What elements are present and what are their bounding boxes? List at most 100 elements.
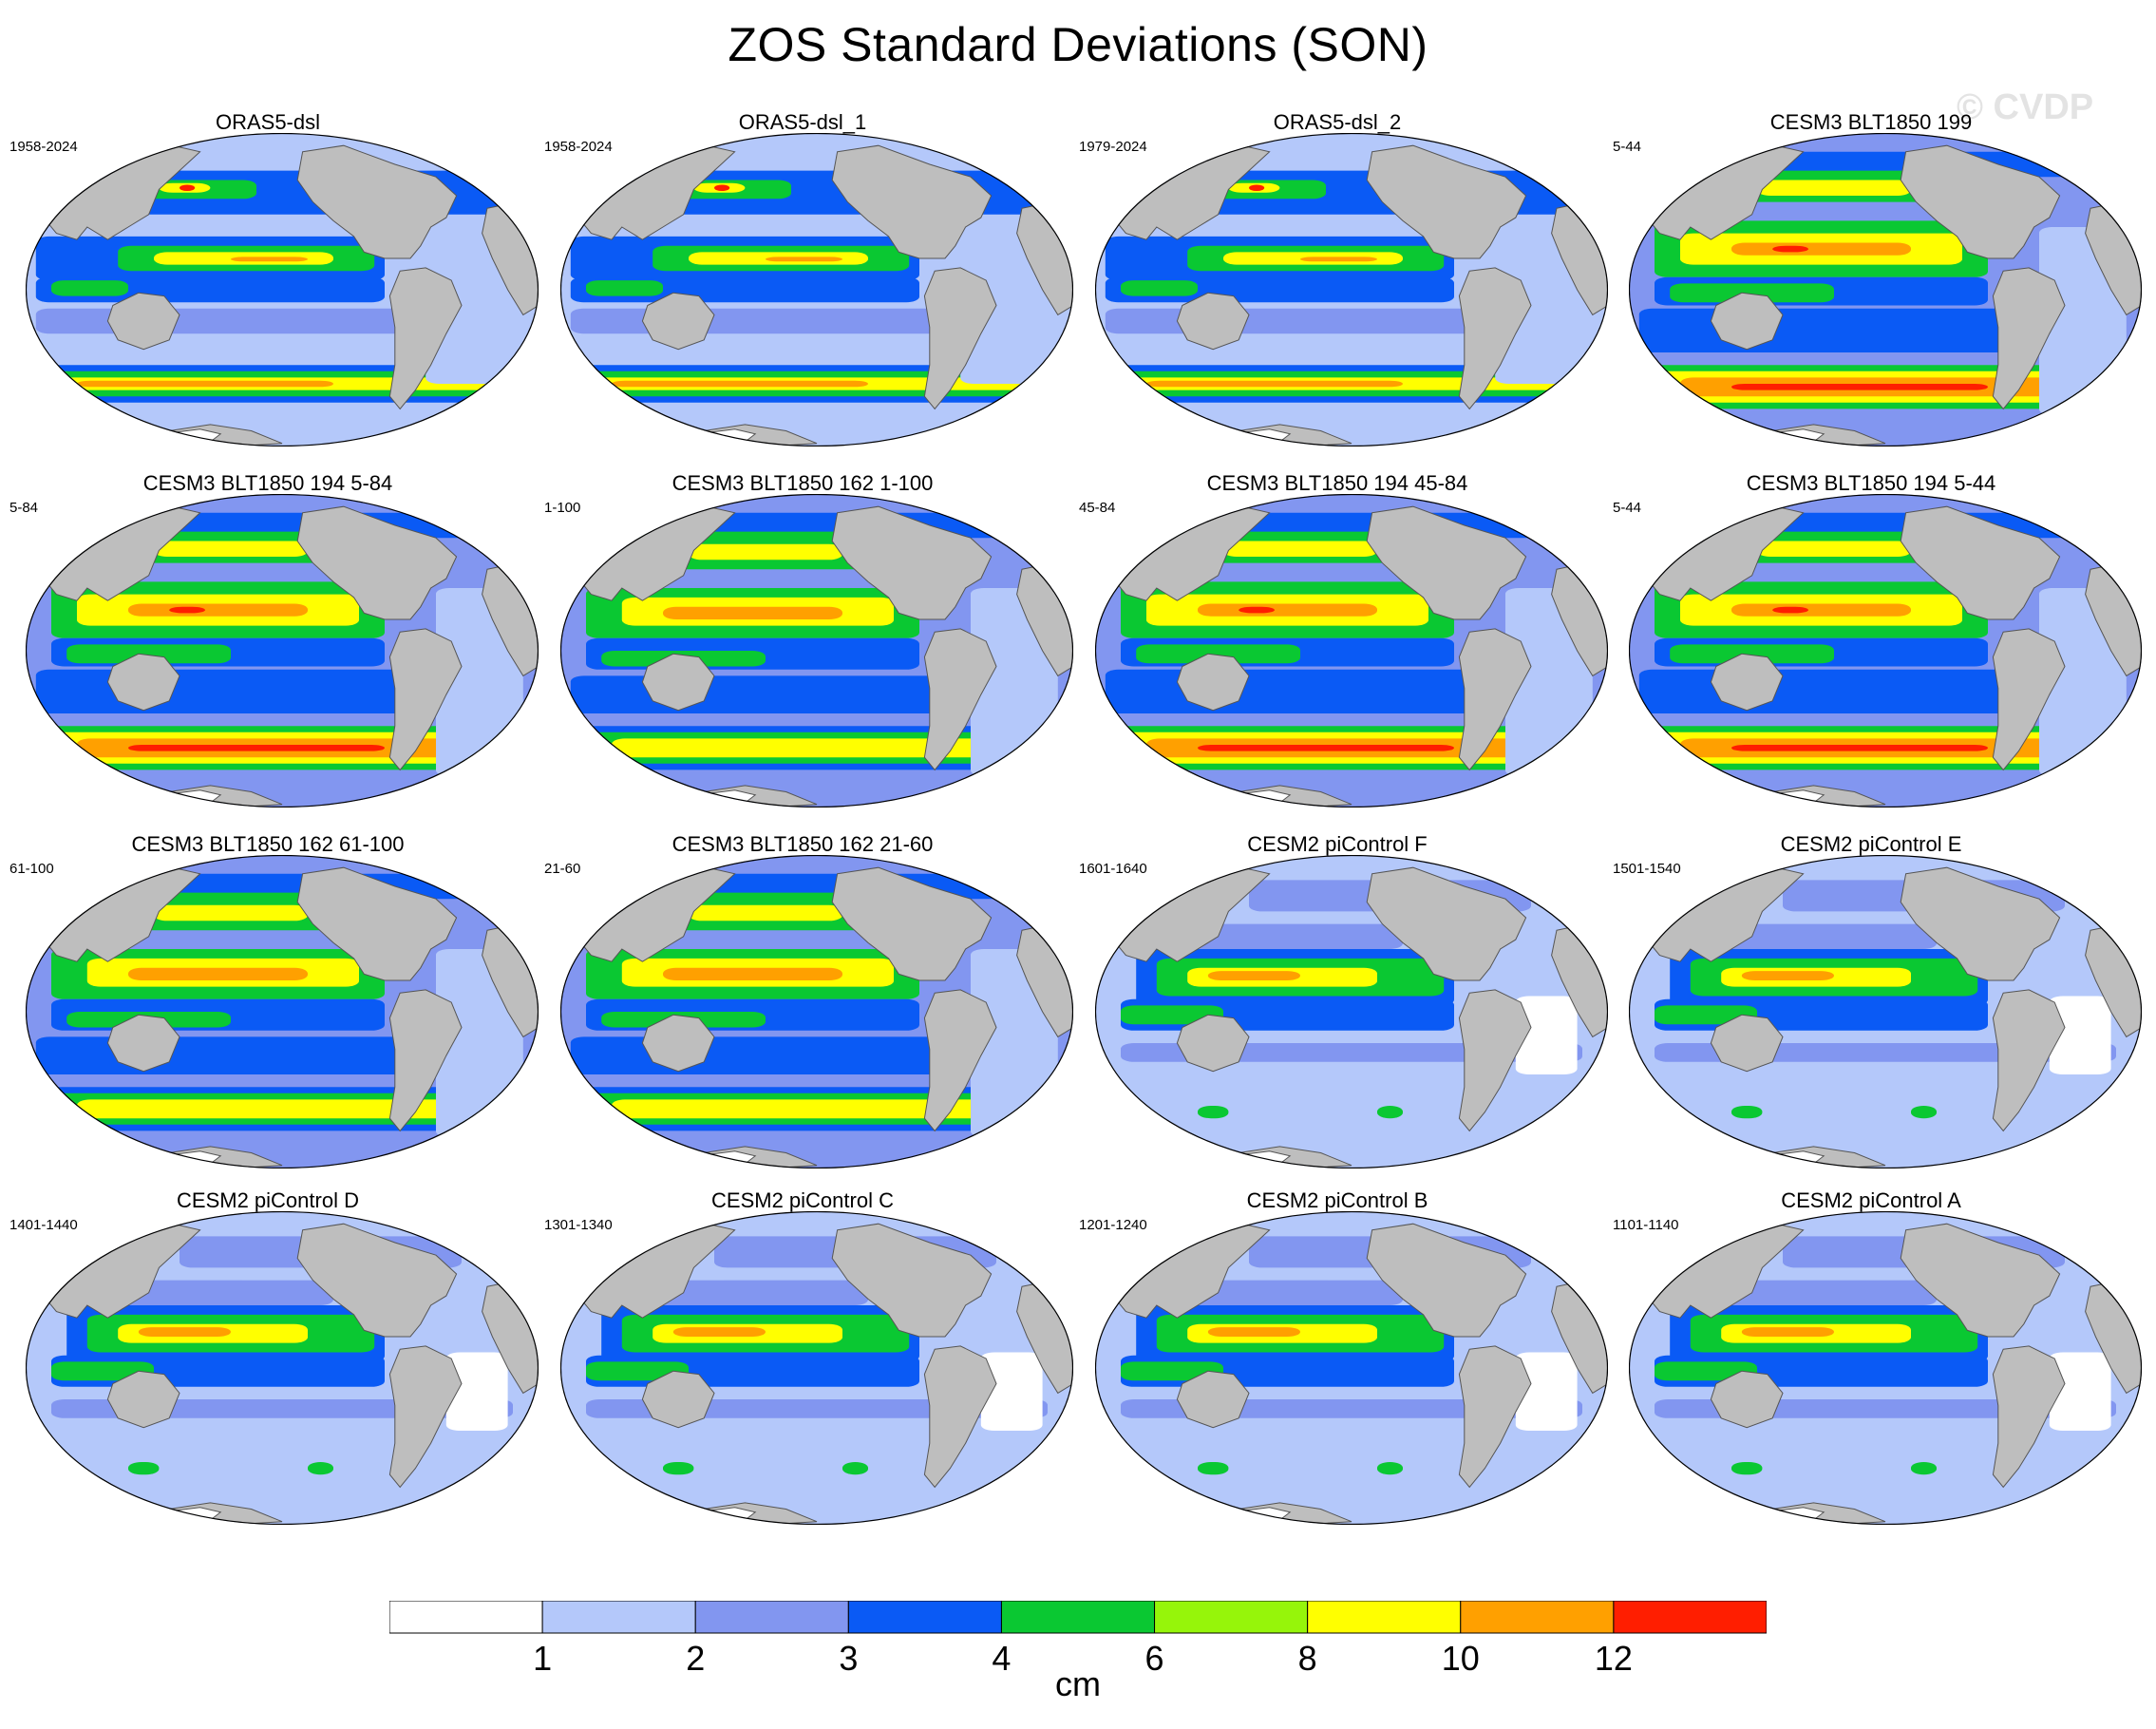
panel-year-range: 1201-1240 [1079,1217,1147,1233]
zos-band [1515,1352,1578,1431]
map-border [560,855,1073,1168]
zos-band [1207,1327,1300,1337]
colorbar-swatch [1000,1601,1156,1634]
land-australia [641,1014,715,1073]
panel-year-range: 21-60 [544,861,581,877]
land-americas [296,505,458,620]
land-americas [831,505,993,620]
zos-band [1223,541,1377,557]
panel-year-range: 1101-1140 [1613,1217,1679,1233]
colorbar-swatch [1154,1601,1309,1634]
colorbar [389,1601,1767,1634]
panel-year-range: 1601-1640 [1079,861,1147,877]
zos-band [689,543,842,560]
colorbar-swatch [694,1601,849,1634]
colorbar-tick-label: 12 [1594,1639,1633,1678]
zos-band [612,1099,1022,1119]
land-americas [1366,144,1527,259]
zos-band [980,1352,1043,1431]
map-border [26,1211,539,1525]
zos-band [1741,971,1834,980]
panel-year-range: 1979-2024 [1079,139,1147,155]
panel-title: CESM3 BLT1850 162 61-100 [131,832,405,856]
land-samerica [1458,628,1532,771]
panel-title: ORAS5-dsl_2 [1273,110,1402,134]
world-map [560,855,1073,1168]
land-australia [1176,292,1250,351]
world-map [560,494,1073,808]
land-samerica [1458,267,1532,410]
world-map [1629,1211,2142,1525]
panel-year-range: 1301-1340 [544,1217,613,1233]
land-samerica [388,267,463,410]
land-australia [1176,653,1250,712]
land-australia [1176,1370,1250,1429]
land-australia [106,1370,180,1429]
zos-band [1198,1462,1229,1475]
colorbar-swatch [1460,1601,1615,1634]
zos-band [231,256,308,262]
map-panel: CESM3 BLT1850 194 45-84 45-84 [1071,471,1608,822]
zos-band [1198,603,1377,617]
map-border [1629,1211,2142,1525]
land-americas [831,866,993,981]
land-americas [1366,505,1527,620]
map-border [1095,133,1608,446]
zos-band [1757,541,1911,557]
map-border [26,133,539,446]
panel-title: ORAS5-dsl_1 [738,110,867,134]
land-americas [296,144,458,259]
land-americas [1366,1223,1527,1338]
map-panel: CESM2 piControl B 1201-1240 [1071,1188,1608,1539]
colorbar-swatch [1613,1601,1767,1634]
panel-year-range: 1401-1440 [9,1217,78,1233]
land-australia [106,1014,180,1073]
figure-title: ZOS Standard Deviations (SON) [728,18,1428,71]
zos-band [1757,180,1911,196]
panel-title: CESM3 BLT1850 162 1-100 [671,471,934,495]
map-border [1095,494,1608,808]
zos-band [689,904,842,922]
zos-band [2049,996,2111,1074]
zos-band [1121,280,1198,296]
map-border [1629,855,2142,1168]
zos-band [1731,603,1911,617]
panel-title: CESM2 piControl F [1247,832,1428,856]
panel-title: CESM2 piControl C [711,1188,894,1212]
zos-band [1911,1462,1937,1475]
panel-year-range: 5-44 [1613,500,1642,516]
land-americas [1900,1223,2061,1338]
map-border [560,1211,1073,1525]
panel-year-range: 45-84 [1079,500,1116,516]
zos-band [77,380,333,388]
zos-band [1239,606,1275,614]
panel-year-range: 61-100 [9,861,54,877]
panel-title: CESM2 piControl E [1780,832,1962,856]
land-australia [106,653,180,712]
zos-band [51,280,128,296]
zos-band [128,745,385,751]
land-samerica [1992,1345,2066,1489]
land-samerica [1458,1345,1532,1489]
land-australia [1710,1014,1784,1073]
colorbar-swatch [389,1601,543,1634]
land-samerica [388,628,463,771]
zos-band [1731,242,1911,256]
zos-band [612,380,868,388]
zos-band [128,967,308,980]
land-samerica [923,1345,997,1489]
panel-title: CESM2 piControl B [1246,1188,1428,1212]
zos-band [138,1327,231,1337]
map-border [1095,855,1608,1168]
land-samerica [923,989,997,1132]
land-americas [831,144,993,259]
zos-band [128,603,308,617]
zos-band [128,1462,160,1475]
zos-band [308,1462,333,1475]
land-australia [1176,1014,1250,1073]
zos-band [426,242,523,384]
world-map [1095,494,1608,808]
zos-band [663,1462,694,1475]
panel-year-range: 1-100 [544,500,581,516]
land-australia [106,292,180,351]
